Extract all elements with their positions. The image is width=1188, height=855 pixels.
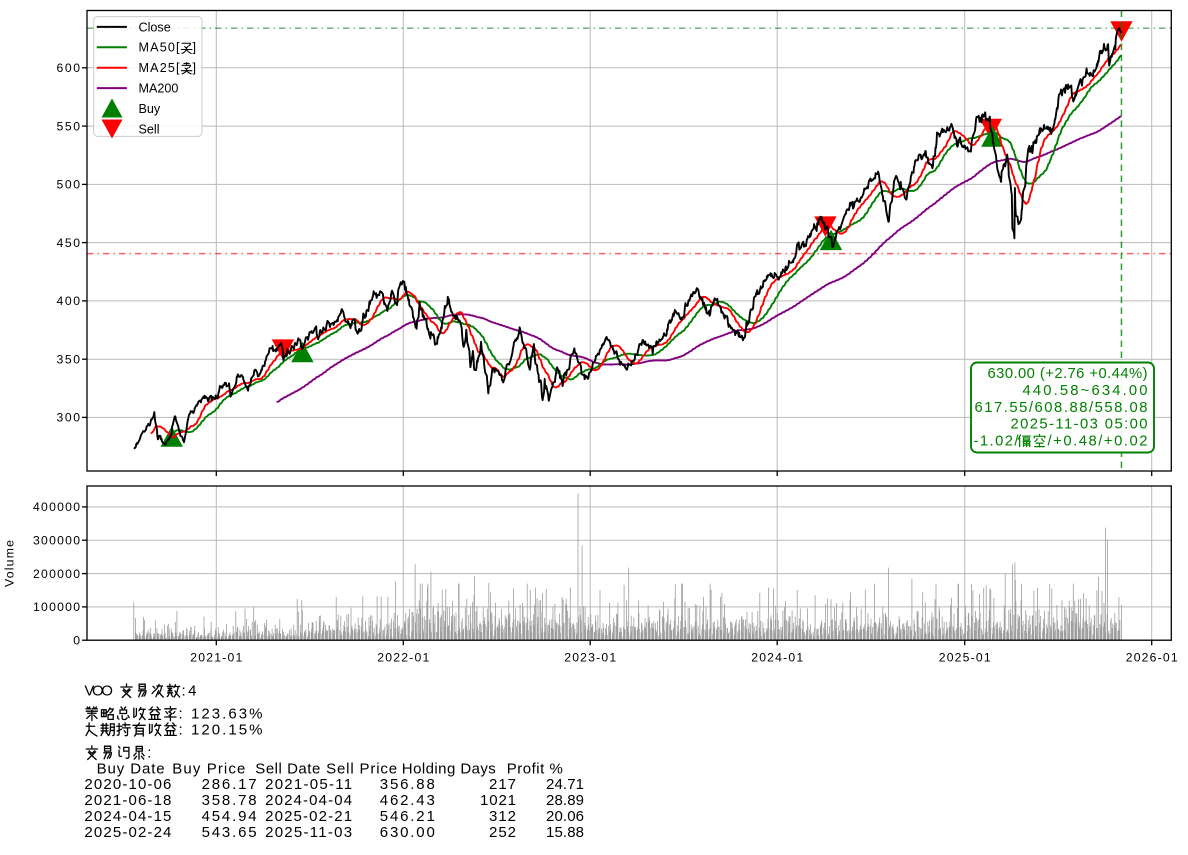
svg-text:550: 550 <box>57 119 81 133</box>
svg-text::: : <box>147 744 151 761</box>
svg-text:1021: 1021 <box>480 792 516 809</box>
svg-text:-1.02/: -1.02/ <box>974 433 1020 449</box>
svg-text:2025-02-21: 2025-02-21 <box>265 808 352 825</box>
svg-text:350: 350 <box>57 353 81 367</box>
svg-text:MA25[: MA25[ <box>139 61 181 75</box>
svg-text:]: ] <box>193 41 197 55</box>
svg-text:400000: 400000 <box>33 500 80 514</box>
svg-text:2026-01: 2026-01 <box>1126 651 1178 665</box>
svg-text:600: 600 <box>57 61 81 75</box>
svg-text:28.89: 28.89 <box>546 792 584 809</box>
svg-text:217: 217 <box>489 776 516 793</box>
svg-text:300: 300 <box>57 411 81 425</box>
svg-text:24.71: 24.71 <box>546 776 584 793</box>
svg-text:252: 252 <box>489 824 516 841</box>
svg-text:200000: 200000 <box>33 567 80 581</box>
svg-text:20.06: 20.06 <box>546 808 584 825</box>
svg-text:630.00: 630.00 <box>380 824 435 841</box>
svg-text:358.78: 358.78 <box>202 792 257 809</box>
svg-text:2024-04-15: 2024-04-15 <box>84 808 171 825</box>
svg-text:2023-01: 2023-01 <box>564 651 616 665</box>
svg-text:Profit %: Profit % <box>507 760 563 777</box>
svg-text:Buy: Buy <box>139 102 161 116</box>
svg-text:15.88: 15.88 <box>546 824 584 841</box>
svg-text:Holding Days: Holding Days <box>402 760 496 777</box>
svg-text:Volume: Volume <box>3 540 17 587</box>
svg-text:Sell Price: Sell Price <box>326 760 397 777</box>
svg-text:2025-11-03 05:00: 2025-11-03 05:00 <box>1011 417 1148 433</box>
svg-text:440.58~634.00: 440.58~634.00 <box>1023 383 1148 399</box>
svg-text:MA50[: MA50[ <box>139 41 181 55</box>
svg-text:MA200: MA200 <box>139 82 179 96</box>
svg-text:300000: 300000 <box>33 534 80 548</box>
svg-text:450: 450 <box>57 236 81 250</box>
svg-text:: 4: : 4 <box>182 682 197 699</box>
svg-text:630.00 (+2.76 +0.44%): 630.00 (+2.76 +0.44%) <box>988 366 1148 382</box>
svg-text:2025-01: 2025-01 <box>939 651 991 665</box>
svg-text:0: 0 <box>73 634 80 648</box>
svg-text:/+0.48/+0.02: /+0.48/+0.02 <box>1048 433 1148 449</box>
svg-text:Close: Close <box>139 20 171 34</box>
svg-text:Buy Date: Buy Date <box>97 760 165 777</box>
svg-text:Sell Date: Sell Date <box>255 760 320 777</box>
svg-text:286.17: 286.17 <box>202 776 257 793</box>
svg-text:356.88: 356.88 <box>380 776 435 793</box>
svg-text:462.43: 462.43 <box>380 792 435 809</box>
svg-text:2022-01: 2022-01 <box>377 651 429 665</box>
svg-text:312: 312 <box>489 808 516 825</box>
svg-text:2021-06-18: 2021-06-18 <box>84 792 171 809</box>
svg-text:2021-01: 2021-01 <box>190 651 242 665</box>
svg-text:Sell: Sell <box>139 122 160 136</box>
svg-text:500: 500 <box>57 178 81 192</box>
svg-text:546.21: 546.21 <box>380 808 435 825</box>
svg-text:2025-02-24: 2025-02-24 <box>84 824 171 841</box>
svg-text:VOO: VOO <box>84 682 113 699</box>
svg-text:400: 400 <box>57 294 81 308</box>
svg-text:]: ] <box>193 61 197 75</box>
svg-text:100000: 100000 <box>33 600 80 614</box>
svg-text:2020-10-06: 2020-10-06 <box>84 776 171 793</box>
svg-text:454.94: 454.94 <box>202 808 257 825</box>
svg-text:Buy Price: Buy Price <box>172 760 245 777</box>
svg-text:2024-04-04: 2024-04-04 <box>265 792 352 809</box>
svg-text:543.65: 543.65 <box>202 824 257 841</box>
svg-text:617.55/608.88/558.08: 617.55/608.88/558.08 <box>975 400 1148 416</box>
svg-text:2024-01: 2024-01 <box>751 651 803 665</box>
